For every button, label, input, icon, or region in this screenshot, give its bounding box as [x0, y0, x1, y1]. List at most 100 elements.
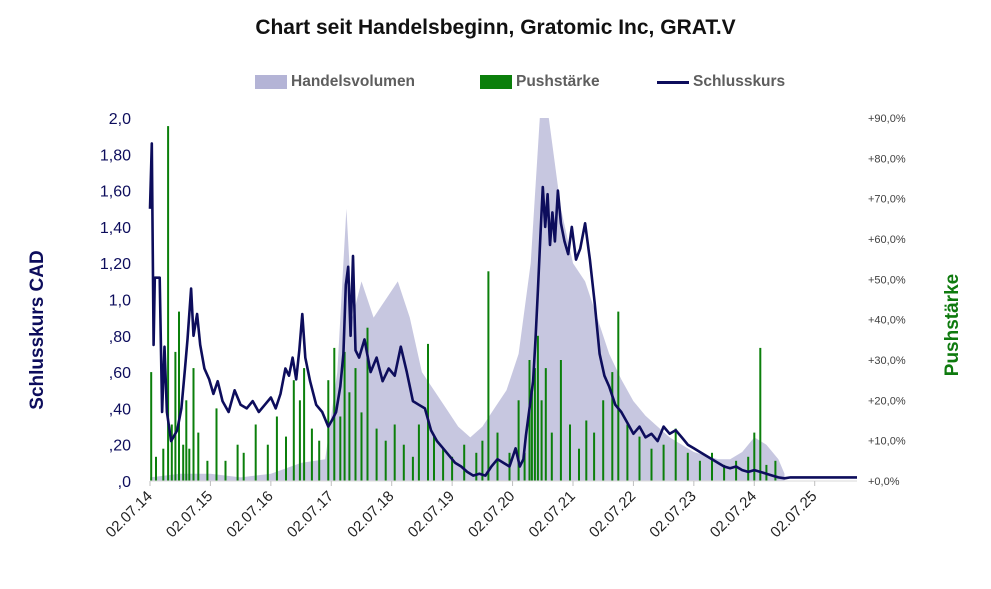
legend-label-volume: Handelsvolumen — [291, 73, 416, 90]
x-tick-label: 02.07.18 — [344, 488, 397, 541]
push-bar-76 — [735, 460, 738, 481]
y-tick-label: 1,20 — [100, 256, 131, 273]
push-bar-58 — [550, 432, 553, 481]
push-bar-26 — [327, 380, 330, 481]
push-bar-66 — [617, 311, 620, 481]
y2-tick-label: +70,0% — [868, 194, 906, 206]
push-bar-57 — [544, 368, 547, 481]
push-bar-72 — [686, 452, 689, 481]
x-tick-label: 02.07.21 — [526, 488, 579, 541]
y2-tick-label: +0,0% — [868, 476, 900, 488]
push-bar-11 — [197, 432, 200, 481]
push-bar-69 — [650, 448, 653, 481]
push-bar-28 — [339, 416, 342, 481]
y-tick-label: 2,0 — [109, 111, 131, 128]
push-bar-62 — [585, 420, 588, 481]
push-bar-47 — [487, 271, 490, 481]
push-bar-43 — [451, 456, 454, 481]
push-bar-38 — [411, 456, 414, 481]
push-bar-20 — [285, 436, 287, 481]
push-bar-1 — [155, 456, 157, 481]
push-bar-53 — [530, 392, 533, 481]
push-bar-36 — [393, 424, 396, 481]
push-bar-25 — [318, 440, 321, 481]
push-bar-13 — [215, 408, 218, 481]
push-bar-30 — [348, 392, 351, 481]
x-tick-label: 02.07.20 — [465, 488, 518, 541]
push-bar-65 — [611, 372, 614, 481]
push-bar-35 — [384, 440, 387, 481]
push-bar-6 — [178, 311, 180, 481]
push-bar-10 — [192, 368, 195, 481]
push-bar-78 — [753, 432, 756, 481]
push-bar-3 — [167, 126, 170, 481]
y-tick-label: 1,40 — [100, 220, 131, 237]
y-tick-label: 1,80 — [100, 147, 131, 164]
y2-tick-label: +80,0% — [868, 153, 906, 165]
push-bar-40 — [427, 343, 429, 481]
push-bar-9 — [188, 448, 191, 481]
push-bar-67 — [626, 424, 629, 481]
push-bar-75 — [723, 464, 726, 481]
push-bar-44 — [463, 444, 466, 481]
push-bar-22 — [298, 400, 301, 481]
push-bar-34 — [375, 428, 378, 481]
x-tick-label: 02.07.22 — [586, 488, 639, 541]
x-tick-label: 02.07.17 — [284, 488, 337, 541]
legend-item-push: Pushstärke — [480, 73, 600, 91]
push-bar-7 — [182, 444, 185, 481]
push-bar-52 — [528, 360, 531, 481]
push-bar-33 — [366, 327, 369, 481]
push-bar-81 — [774, 460, 777, 481]
push-bar-73 — [698, 460, 701, 481]
push-bar-71 — [674, 428, 677, 481]
push-bar-24 — [310, 428, 313, 481]
x-tick-label: 02.07.15 — [163, 488, 216, 541]
push-bar-54 — [533, 368, 536, 481]
y2-tick-label: +90,0% — [868, 113, 906, 125]
push-bar-60 — [569, 424, 571, 481]
push-bar-59 — [559, 360, 562, 481]
y-tick-label: 1,0 — [109, 293, 131, 310]
push-bar-48 — [496, 432, 499, 481]
legend-item-volume: Handelsvolumen — [255, 73, 415, 91]
close-price-line — [148, 142, 857, 480]
push-bar-4 — [170, 424, 173, 481]
push-bar-19 — [275, 416, 278, 481]
y2-tick-label: +50,0% — [868, 274, 906, 286]
push-bar-31 — [354, 368, 357, 481]
x-tick-label: 02.07.24 — [707, 488, 760, 541]
y-tick-label: ,80 — [109, 329, 131, 346]
y2-tick-label: +40,0% — [868, 315, 906, 327]
push-bar-56 — [540, 400, 543, 481]
push-bar-8 — [185, 400, 188, 481]
push-bar-70 — [662, 444, 665, 481]
push-bar-68 — [638, 436, 641, 481]
push-bar-29 — [343, 351, 346, 481]
y-tick-label: ,0 — [118, 474, 131, 491]
push-bar-21 — [292, 380, 295, 481]
push-bar-16 — [242, 452, 245, 481]
push-bar-50 — [517, 400, 520, 481]
push-bar-0 — [150, 372, 153, 481]
push-bar-32 — [360, 412, 363, 481]
legend-label-close: Schlusskurs — [693, 73, 786, 90]
y2-tick-label: +60,0% — [868, 234, 906, 246]
push-bar-5 — [174, 351, 177, 481]
legend-label-push: Pushstärke — [516, 73, 600, 90]
push-bar-37 — [402, 444, 405, 481]
push-bar-39 — [417, 424, 420, 481]
y-tick-label: ,20 — [109, 438, 131, 455]
push-bar-17 — [254, 424, 257, 481]
push-bar-64 — [602, 400, 605, 481]
legend-swatch-close — [657, 80, 689, 84]
legend-swatch-push — [480, 75, 512, 89]
legend: Handelsvolumen Pushstärke Schlusskurs — [0, 73, 991, 95]
legend-swatch-volume — [255, 75, 287, 89]
push-bar-45 — [475, 452, 478, 481]
push-bar-41 — [433, 436, 435, 481]
push-bar-12 — [206, 460, 209, 481]
push-bar-74 — [711, 452, 713, 481]
chart-title: Chart seit Handelsbeginn, Gratomic Inc, … — [255, 16, 736, 39]
